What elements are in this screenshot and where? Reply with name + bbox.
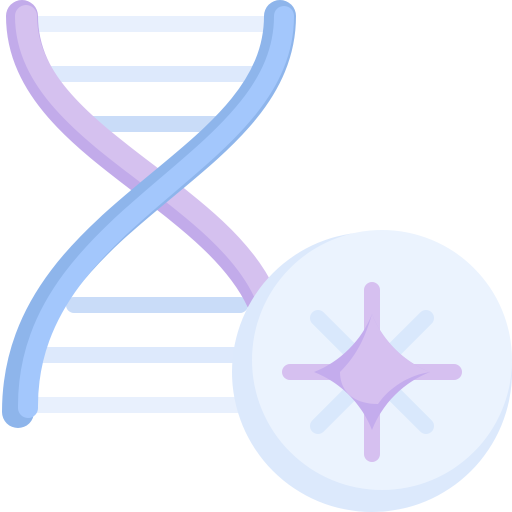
dna-strand-purple — [6, 0, 278, 316]
dna-strand-blue — [2, 0, 296, 428]
cell-center-face — [340, 314, 430, 404]
cell-center — [314, 314, 430, 430]
